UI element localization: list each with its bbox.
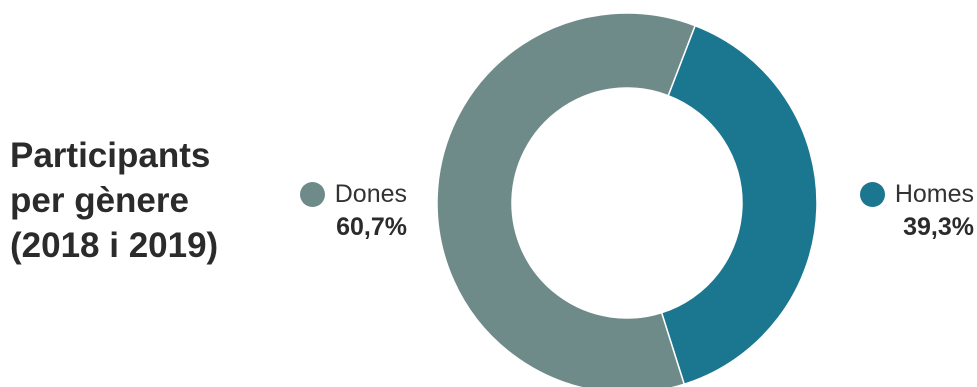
legend-value-dones: 60,7%	[336, 213, 407, 241]
title-line-3: (2018 i 2019)	[10, 226, 219, 265]
title-line-2: per gènere	[10, 181, 189, 220]
donut-slice-dones	[436, 12, 697, 387]
legend-item-dones: Dones 60,7%	[282, 180, 407, 242]
legend-value-homes: 39,3%	[903, 213, 974, 241]
legend-label-dones: Dones	[334, 180, 407, 208]
legend-item-homes: Homes 39,3%	[842, 180, 974, 242]
donut-slice-homes	[660, 24, 818, 386]
title-line-1: Participants	[10, 136, 211, 175]
legend-dot-homes	[859, 182, 885, 207]
chart-title: Participants per gènere (2018 i 2019)	[10, 133, 270, 268]
legend-dot-dones	[299, 182, 325, 207]
legend-label-homes: Homes	[894, 180, 974, 208]
